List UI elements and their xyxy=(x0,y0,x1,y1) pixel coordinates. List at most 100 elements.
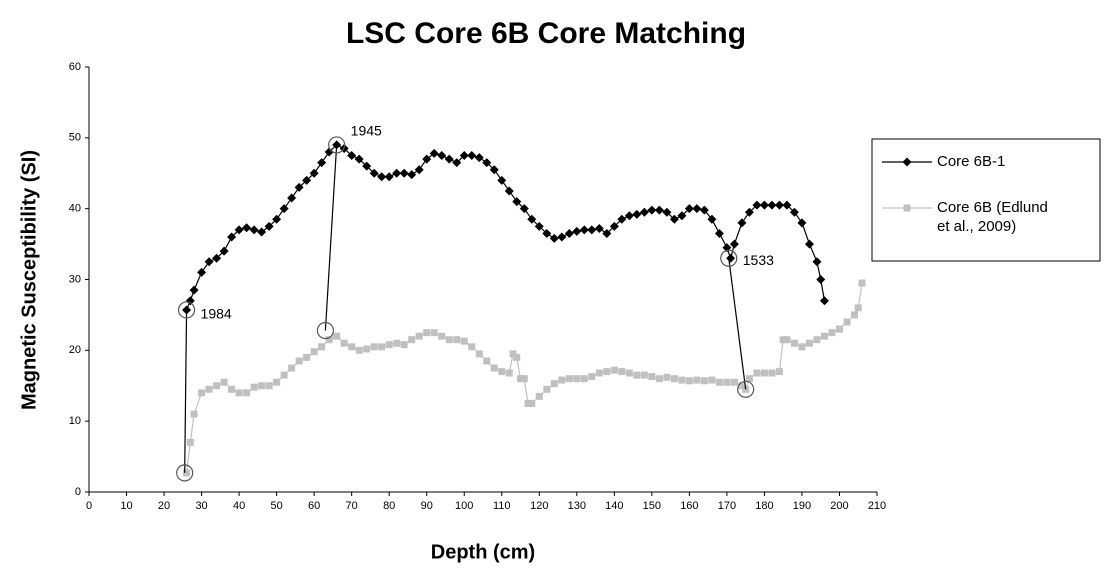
marker xyxy=(678,376,686,384)
marker xyxy=(212,253,222,263)
marker xyxy=(639,207,649,217)
marker xyxy=(789,207,799,217)
marker xyxy=(745,375,753,383)
marker xyxy=(279,204,289,214)
marker xyxy=(204,257,214,267)
marker xyxy=(774,200,784,210)
marker xyxy=(534,221,544,231)
series-line xyxy=(186,144,826,311)
marker xyxy=(670,375,678,383)
marker xyxy=(475,350,483,358)
annotation-circle xyxy=(720,249,738,267)
marker xyxy=(220,378,228,386)
marker xyxy=(369,168,379,178)
match-line xyxy=(324,144,338,331)
marker xyxy=(753,369,761,377)
marker xyxy=(760,369,768,377)
marker xyxy=(738,382,746,390)
marker xyxy=(408,336,416,344)
x-tick-label: 140 xyxy=(605,500,623,512)
marker xyxy=(768,369,776,377)
marker xyxy=(234,225,244,235)
marker xyxy=(692,204,702,214)
marker xyxy=(550,380,558,388)
marker xyxy=(685,377,693,385)
marker xyxy=(280,371,288,379)
match-circle xyxy=(176,464,194,482)
marker xyxy=(467,151,477,161)
marker xyxy=(415,332,423,340)
marker xyxy=(779,336,787,344)
x-tick-label: 40 xyxy=(233,500,245,512)
marker xyxy=(213,382,221,390)
marker xyxy=(558,376,566,384)
marker xyxy=(243,389,251,397)
marker xyxy=(624,211,634,221)
marker xyxy=(302,175,312,185)
marker xyxy=(198,389,206,397)
marker xyxy=(249,225,259,235)
marker xyxy=(610,366,618,374)
marker xyxy=(498,368,506,376)
annotation-circle xyxy=(328,136,346,154)
marker xyxy=(482,158,492,168)
marker xyxy=(580,375,588,383)
marker xyxy=(474,153,484,163)
marker xyxy=(227,232,237,242)
marker xyxy=(317,158,327,168)
x-tick-label: 30 xyxy=(195,500,207,512)
x-tick-label: 170 xyxy=(718,500,736,512)
match-circle xyxy=(316,321,334,340)
marker xyxy=(595,369,603,377)
x-tick-label: 150 xyxy=(643,500,661,512)
y-axis-label: Magnetic Susceptibility (SI) xyxy=(18,150,40,410)
marker xyxy=(603,368,611,376)
marker xyxy=(609,221,619,231)
marker xyxy=(423,329,431,337)
marker xyxy=(707,214,717,224)
marker xyxy=(205,385,213,393)
marker xyxy=(310,348,318,356)
marker xyxy=(258,382,266,390)
marker xyxy=(512,197,522,207)
marker xyxy=(654,205,664,215)
x-tick-label: 70 xyxy=(346,500,358,512)
marker xyxy=(437,151,447,161)
marker xyxy=(354,154,364,164)
y-tick-label: 30 xyxy=(69,273,81,285)
marker xyxy=(384,172,394,182)
marker xyxy=(759,200,769,210)
x-tick-label: 80 xyxy=(383,500,395,512)
marker xyxy=(640,371,648,379)
marker xyxy=(347,151,357,161)
marker xyxy=(798,343,806,351)
marker xyxy=(185,296,195,306)
match-circle xyxy=(737,380,755,398)
marker xyxy=(572,226,582,236)
marker xyxy=(399,168,409,178)
marker xyxy=(445,336,453,344)
marker xyxy=(520,375,528,383)
marker xyxy=(617,214,627,224)
y-tick-label: 50 xyxy=(69,132,81,144)
y-tick-label: 10 xyxy=(69,415,81,427)
x-axis-label: Depth (cm) xyxy=(431,541,535,563)
marker xyxy=(378,343,386,351)
marker xyxy=(730,378,738,386)
marker xyxy=(527,214,537,224)
marker xyxy=(400,341,408,349)
marker xyxy=(700,377,708,385)
marker xyxy=(783,336,791,344)
legend-label: Core 6B-1 xyxy=(937,153,1006,170)
marker xyxy=(813,336,821,344)
marker xyxy=(549,233,559,243)
marker xyxy=(655,375,663,383)
marker xyxy=(708,376,716,384)
x-tick-label: 160 xyxy=(680,500,698,512)
marker xyxy=(318,343,326,351)
legend-marker xyxy=(903,204,911,212)
marker xyxy=(633,371,641,379)
marker xyxy=(588,373,596,381)
x-tick-label: 50 xyxy=(270,500,282,512)
marker xyxy=(782,200,792,210)
